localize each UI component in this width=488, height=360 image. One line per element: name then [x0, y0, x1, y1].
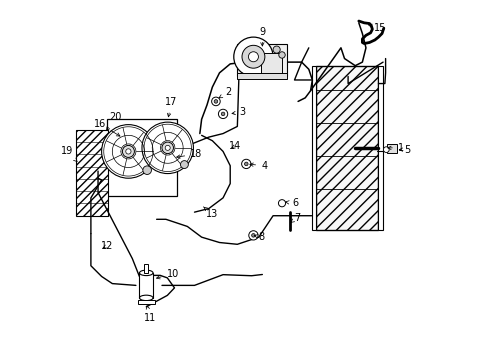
- Bar: [76, 130, 108, 216]
- Text: 13: 13: [203, 207, 218, 219]
- Text: 10: 10: [156, 269, 179, 279]
- Bar: [138, 300, 155, 304]
- Text: 19: 19: [61, 147, 77, 162]
- Text: 5: 5: [399, 145, 409, 155]
- Circle shape: [165, 145, 170, 150]
- Bar: [237, 44, 287, 76]
- Bar: [260, 53, 282, 76]
- Circle shape: [211, 97, 220, 106]
- Text: 2: 2: [219, 87, 231, 98]
- Circle shape: [102, 125, 155, 178]
- Circle shape: [142, 166, 151, 175]
- Circle shape: [248, 52, 258, 62]
- Circle shape: [272, 46, 280, 53]
- Ellipse shape: [139, 295, 153, 301]
- Text: 18: 18: [176, 149, 202, 159]
- Text: 4: 4: [249, 161, 266, 171]
- Ellipse shape: [139, 270, 153, 276]
- Circle shape: [248, 231, 258, 240]
- Circle shape: [125, 149, 131, 154]
- Text: 6: 6: [285, 198, 298, 208]
- Bar: [315, 66, 378, 230]
- Circle shape: [251, 234, 255, 237]
- Text: 16: 16: [94, 119, 120, 136]
- Circle shape: [221, 112, 224, 116]
- Circle shape: [244, 162, 247, 166]
- Text: 20: 20: [106, 112, 121, 131]
- Bar: [386, 144, 397, 153]
- Bar: [144, 264, 148, 273]
- Circle shape: [233, 37, 272, 76]
- Text: 9: 9: [259, 27, 265, 46]
- Circle shape: [278, 52, 285, 58]
- Circle shape: [383, 147, 388, 153]
- Bar: [378, 66, 382, 230]
- Bar: [311, 66, 316, 230]
- Circle shape: [241, 159, 250, 168]
- Circle shape: [278, 200, 285, 207]
- Circle shape: [218, 109, 227, 118]
- Text: 14: 14: [229, 141, 241, 151]
- Bar: [107, 119, 176, 196]
- Circle shape: [214, 100, 217, 103]
- Circle shape: [162, 142, 173, 154]
- Text: 7: 7: [290, 212, 300, 222]
- Bar: [237, 73, 287, 79]
- Circle shape: [122, 145, 134, 157]
- Text: 17: 17: [165, 98, 177, 117]
- Bar: [139, 273, 153, 298]
- Text: 15: 15: [367, 23, 386, 33]
- Text: 11: 11: [143, 306, 156, 323]
- Text: 3: 3: [231, 107, 245, 117]
- Circle shape: [180, 161, 188, 168]
- Circle shape: [142, 122, 193, 174]
- Text: 8: 8: [254, 232, 264, 242]
- Text: 12: 12: [101, 241, 113, 251]
- Circle shape: [242, 45, 264, 68]
- Text: 1: 1: [387, 143, 403, 153]
